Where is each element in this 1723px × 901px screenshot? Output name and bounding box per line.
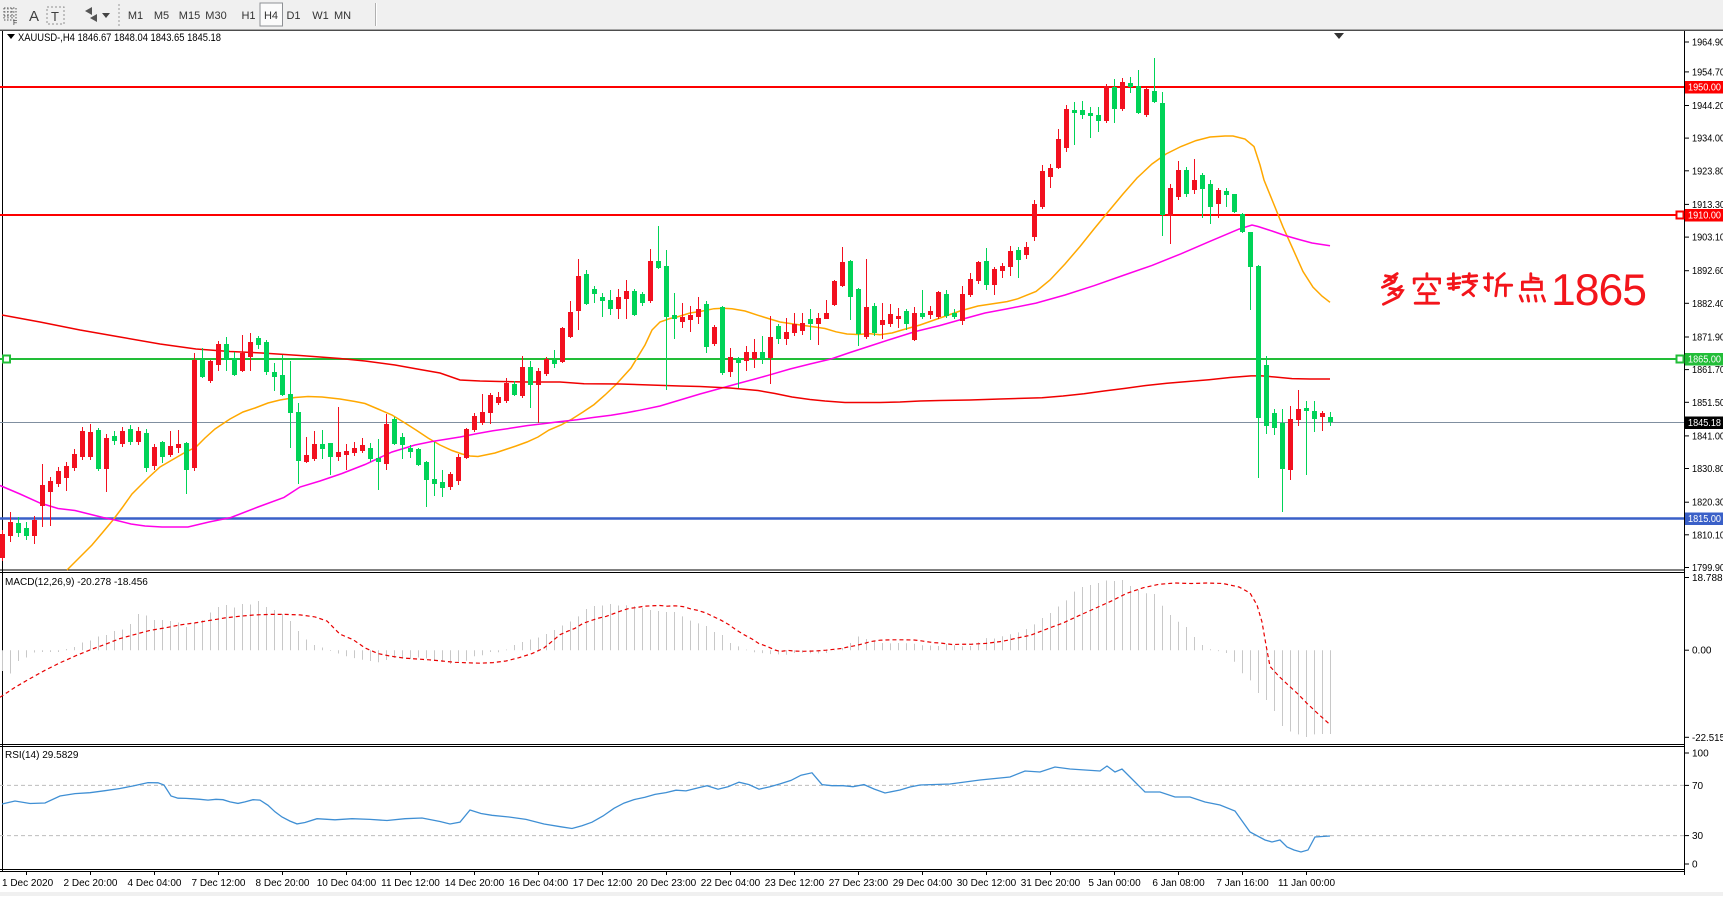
svg-text:M15: M15 <box>179 10 200 22</box>
svg-text:7 Dec 12:00: 7 Dec 12:00 <box>192 878 246 889</box>
svg-text:1865: 1865 <box>1551 266 1646 315</box>
svg-text:100: 100 <box>1692 749 1709 760</box>
svg-text:4 Dec 04:00: 4 Dec 04:00 <box>128 878 182 889</box>
svg-text:17 Dec 12:00: 17 Dec 12:00 <box>573 878 633 889</box>
svg-text:1892.60: 1892.60 <box>1692 266 1723 277</box>
svg-text:8 Dec 20:00: 8 Dec 20:00 <box>256 878 310 889</box>
svg-text:XAUUSD-,H4 1846.67 1848.04 18: XAUUSD-,H4 1846.67 1848.04 1843.65 1845.… <box>18 32 221 44</box>
svg-text:A: A <box>29 8 39 25</box>
svg-text:7 Jan 16:00: 7 Jan 16:00 <box>1216 878 1269 889</box>
svg-text:H1: H1 <box>241 10 255 22</box>
svg-text:M30: M30 <box>205 10 226 22</box>
svg-text:-22.515: -22.515 <box>1692 733 1723 744</box>
svg-text:27 Dec 23:00: 27 Dec 23:00 <box>829 878 889 889</box>
svg-text:10 Dec 04:00: 10 Dec 04:00 <box>317 878 377 889</box>
svg-text:2 Dec 20:00: 2 Dec 20:00 <box>64 878 118 889</box>
svg-text:M5: M5 <box>154 10 169 22</box>
svg-text:MN: MN <box>334 10 351 22</box>
svg-text:1871.90: 1871.90 <box>1692 333 1723 344</box>
svg-text:1944.20: 1944.20 <box>1692 101 1723 112</box>
svg-text:W1: W1 <box>312 10 329 22</box>
svg-text:11 Dec 12:00: 11 Dec 12:00 <box>381 878 440 889</box>
svg-text:1923.80: 1923.80 <box>1692 166 1723 177</box>
svg-text:1964.90: 1964.90 <box>1692 38 1723 49</box>
svg-text:1861.70: 1861.70 <box>1692 365 1723 376</box>
svg-text:F: F <box>13 20 17 27</box>
svg-text:0.00: 0.00 <box>1692 646 1712 657</box>
svg-text:30 Dec 12:00: 30 Dec 12:00 <box>957 878 1017 889</box>
svg-text:6 Jan 08:00: 6 Jan 08:00 <box>1152 878 1205 889</box>
svg-text:1841.00: 1841.00 <box>1692 431 1723 442</box>
svg-text:1815.00: 1815.00 <box>1688 514 1721 525</box>
svg-text:23 Dec 12:00: 23 Dec 12:00 <box>765 878 825 889</box>
svg-text:1910.00: 1910.00 <box>1688 211 1721 222</box>
svg-text:M1: M1 <box>128 10 143 22</box>
svg-text:1 Dec 2020: 1 Dec 2020 <box>2 878 54 889</box>
svg-text:31 Dec 20:00: 31 Dec 20:00 <box>1021 878 1081 889</box>
svg-text:1882.40: 1882.40 <box>1692 299 1723 310</box>
svg-text:14 Dec 20:00: 14 Dec 20:00 <box>445 878 505 889</box>
svg-text:1810.10: 1810.10 <box>1692 530 1723 541</box>
svg-text:H4: H4 <box>264 10 278 22</box>
svg-text:1954.70: 1954.70 <box>1692 67 1723 78</box>
svg-text:18.788: 18.788 <box>1692 573 1723 584</box>
svg-text:1913.30: 1913.30 <box>1692 200 1723 211</box>
svg-text:1820.30: 1820.30 <box>1692 498 1723 509</box>
svg-text:29 Dec 04:00: 29 Dec 04:00 <box>893 878 953 889</box>
svg-text:1851.50: 1851.50 <box>1692 398 1723 409</box>
svg-text:5 Jan 00:00: 5 Jan 00:00 <box>1088 878 1141 889</box>
svg-text:20 Dec 23:00: 20 Dec 23:00 <box>637 878 697 889</box>
svg-text:RSI(14) 29.5829: RSI(14) 29.5829 <box>5 750 79 761</box>
svg-text:1934.00: 1934.00 <box>1692 134 1723 145</box>
svg-text:22 Dec 04:00: 22 Dec 04:00 <box>701 878 761 889</box>
svg-text:D1: D1 <box>286 10 300 22</box>
svg-text:70: 70 <box>1692 781 1704 792</box>
svg-text:1845.18: 1845.18 <box>1688 418 1721 429</box>
svg-text:16 Dec 04:00: 16 Dec 04:00 <box>509 878 569 889</box>
svg-text:1830.80: 1830.80 <box>1692 464 1723 475</box>
svg-text:1865.00: 1865.00 <box>1688 355 1721 366</box>
svg-text:30: 30 <box>1692 831 1704 842</box>
svg-text:1903.10: 1903.10 <box>1692 233 1723 244</box>
svg-text:1799.90: 1799.90 <box>1692 563 1723 574</box>
svg-text:1950.00: 1950.00 <box>1688 83 1721 94</box>
svg-text:MACD(12,26,9) -20.278 -18.456: MACD(12,26,9) -20.278 -18.456 <box>5 577 148 588</box>
svg-text:11 Jan 00:00: 11 Jan 00:00 <box>1278 878 1336 889</box>
svg-text:0: 0 <box>1692 860 1698 871</box>
svg-text:T: T <box>51 9 59 24</box>
